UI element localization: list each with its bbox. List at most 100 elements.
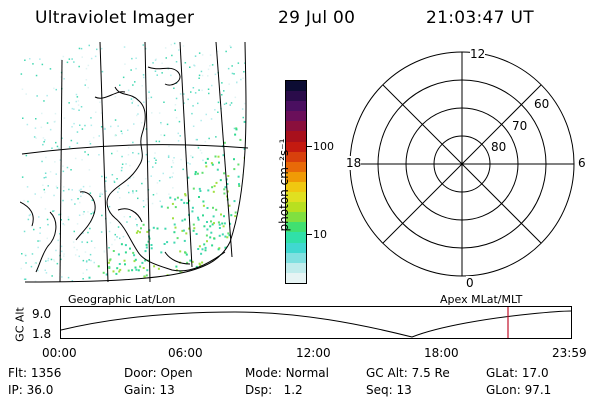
aurora-pixel [114, 134, 116, 137]
aurora-pixel [54, 112, 57, 115]
aurora-pixel [145, 204, 147, 206]
aurora-pixel [211, 244, 214, 247]
aurora-pixel [223, 188, 226, 191]
aurora-pixel [62, 223, 64, 225]
aurora-pixel [244, 278, 246, 281]
aurora-pixel [175, 61, 178, 63]
aurora-pixel [44, 269, 46, 271]
aurora-pixel [67, 218, 70, 221]
aurora-pixel [170, 166, 173, 168]
aurora-pixel [67, 276, 70, 279]
aurora-pixel [133, 123, 135, 125]
aurora-pixel [200, 252, 203, 255]
aurora-pixel [224, 235, 227, 238]
colorbar-tick-label-100: 100 [313, 140, 334, 153]
aurora-pixel [213, 222, 215, 225]
aurora-pixel [217, 111, 219, 113]
aurora-pixel [170, 43, 172, 46]
aurora-pixel [249, 246, 251, 248]
mlat-label-80: 80 [491, 140, 507, 154]
aurora-pixel [118, 270, 121, 273]
aurora-pixel [247, 198, 249, 200]
aurora-pixel [144, 250, 147, 253]
aurora-pixel [228, 204, 231, 207]
aurora-pixel [45, 272, 48, 274]
aurora-pixel [162, 172, 164, 175]
aurora-pixel [207, 88, 210, 90]
aurora-pixel [153, 265, 156, 268]
aurora-pixel [197, 218, 200, 221]
aurora-pixel [206, 228, 209, 231]
aurora-pixel [61, 137, 63, 139]
aurora-pixel [135, 268, 138, 271]
aurora-pixel [111, 152, 113, 155]
aurora-pixel [120, 169, 123, 172]
status-seq: Seq: 13 [366, 383, 412, 397]
aurora-pixel [114, 239, 116, 241]
aurora-pixel [230, 263, 232, 266]
aurora-pixel [168, 193, 170, 195]
aurora-pixel [68, 146, 71, 148]
colorbar-stripe [286, 222, 306, 233]
aurora-pixel [127, 269, 130, 272]
aurora-pixel [238, 236, 241, 239]
aurora-pixel [63, 117, 66, 119]
aurora-pixel [107, 261, 110, 264]
aurora-pixel [223, 172, 226, 175]
aurora-pixel [226, 236, 229, 239]
aurora-pixel [32, 63, 34, 65]
aurora-pixel [172, 159, 174, 162]
aurora-pixel [164, 47, 167, 49]
aurora-pixel [229, 104, 231, 106]
aurora-pixel [144, 178, 147, 180]
aurora-pixel [55, 88, 57, 91]
aurora-pixel [40, 126, 43, 129]
aurora-pixel [87, 86, 89, 89]
aurora-pixel [198, 187, 201, 190]
geographic-map [20, 42, 251, 283]
colorbar-stripe [286, 151, 306, 162]
aurora-pixel [153, 157, 156, 159]
aurora-pixel [184, 251, 187, 254]
aurora-pixel [183, 102, 185, 104]
aurora-pixel [62, 165, 64, 167]
aurora-pixel [67, 216, 70, 218]
aurora-pixel [76, 131, 79, 133]
aurora-pixel [29, 58, 31, 60]
aurora-pixel [197, 216, 199, 219]
aurora-pixel [88, 169, 91, 171]
aurora-pixel [104, 128, 106, 130]
aurora-pixel [192, 229, 195, 232]
aurora-pixel [247, 114, 249, 116]
aurora-pixel [61, 276, 63, 278]
colorbar-stripe [286, 91, 306, 102]
aurora-pixel [232, 270, 235, 272]
aurora-pixel [206, 221, 208, 223]
aurora-pixel [45, 176, 47, 179]
aurora-pixel [53, 194, 55, 197]
aurora-pixel [74, 203, 76, 205]
aurora-pixel [114, 119, 117, 121]
aurora-pixel [115, 272, 118, 275]
aurora-pixel [163, 101, 165, 103]
aurora-pixel [212, 206, 214, 209]
aurora-pixel [38, 216, 40, 218]
aurora-pixel [132, 251, 135, 254]
aurora-pixel [215, 208, 218, 211]
aurora-pixel [90, 240, 93, 242]
aurora-pixel [207, 189, 210, 192]
aurora-pixel [129, 177, 131, 179]
aurora-pixel [127, 154, 130, 156]
aurora-pixel [175, 97, 178, 100]
aurora-pixel [101, 214, 103, 217]
aurora-pixel [41, 112, 43, 115]
colorbar-stripe [286, 121, 306, 132]
status-gc-alt: GC Alt: 7.5 Re [366, 366, 450, 380]
aurora-pixel [187, 98, 189, 101]
aurora-pixel [225, 50, 227, 53]
aurora-pixel [145, 246, 148, 249]
aurora-pixel [234, 96, 237, 99]
aurora-pixel [66, 61, 69, 64]
instrument-title: Ultraviolet Imager [35, 8, 195, 28]
aurora-pixel [120, 130, 123, 132]
